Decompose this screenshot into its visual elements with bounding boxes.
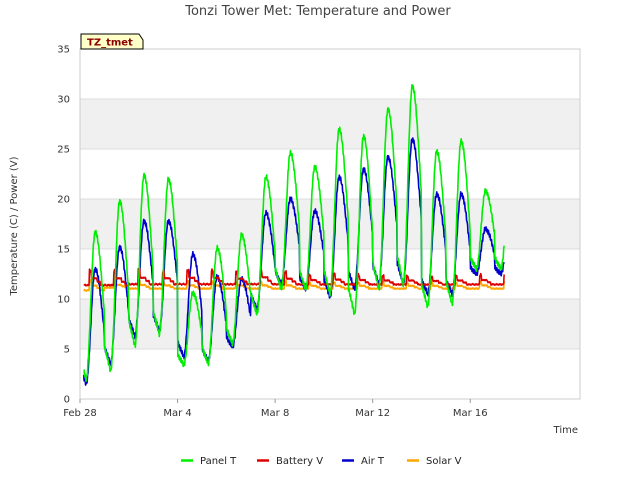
legend: Panel T Battery V Air T Solar V [181,456,462,467]
x-tick-label: Mar 12 [355,408,390,419]
x-axis-title: Time [553,425,578,436]
series-line-panel-t [83,84,505,382]
x-tick-label: Feb 28 [63,408,97,419]
legend-label-air-t: Air T [361,456,385,467]
y-tick-label: 25 [57,145,70,156]
y-axis-title: Temperature (C) / Power (V) [9,156,20,296]
legend-label-panel-t: Panel T [200,456,237,467]
y-axis-ticks: 0 5 10 15 20 25 30 35 [57,45,70,406]
site-tag-box [80,33,144,50]
grid-band [80,199,580,249]
grid-band [80,299,580,349]
x-axis-ticks: Feb 28 Mar 4 Mar 8 Mar 12 Mar 16 [63,399,488,419]
x-tick-label: Mar 4 [163,408,191,419]
y-tick-label: 30 [57,95,70,106]
legend-label-solar-v: Solar V [426,456,462,467]
site-tag-label: TZ_tmet [87,38,133,49]
y-tick-label: 5 [64,345,70,356]
y-tick-label: 0 [64,395,70,406]
y-tick-label: 15 [57,245,70,256]
plot-border [79,48,581,400]
plot-background [79,48,581,400]
x-tick-label: Mar 8 [261,408,289,419]
site-tag: TZ_tmet [80,33,144,50]
series-layer [82,84,505,386]
legend-label-battery-v: Battery V [276,456,323,467]
grid-band [80,99,580,149]
chart-title: Tonzi Tower Met: Temperature and Power [184,4,451,19]
y-tick-label: 35 [57,45,70,56]
y-tick-label: 20 [57,195,70,206]
x-tick-label: Mar 16 [453,408,488,419]
y-tick-label: 10 [57,295,70,306]
